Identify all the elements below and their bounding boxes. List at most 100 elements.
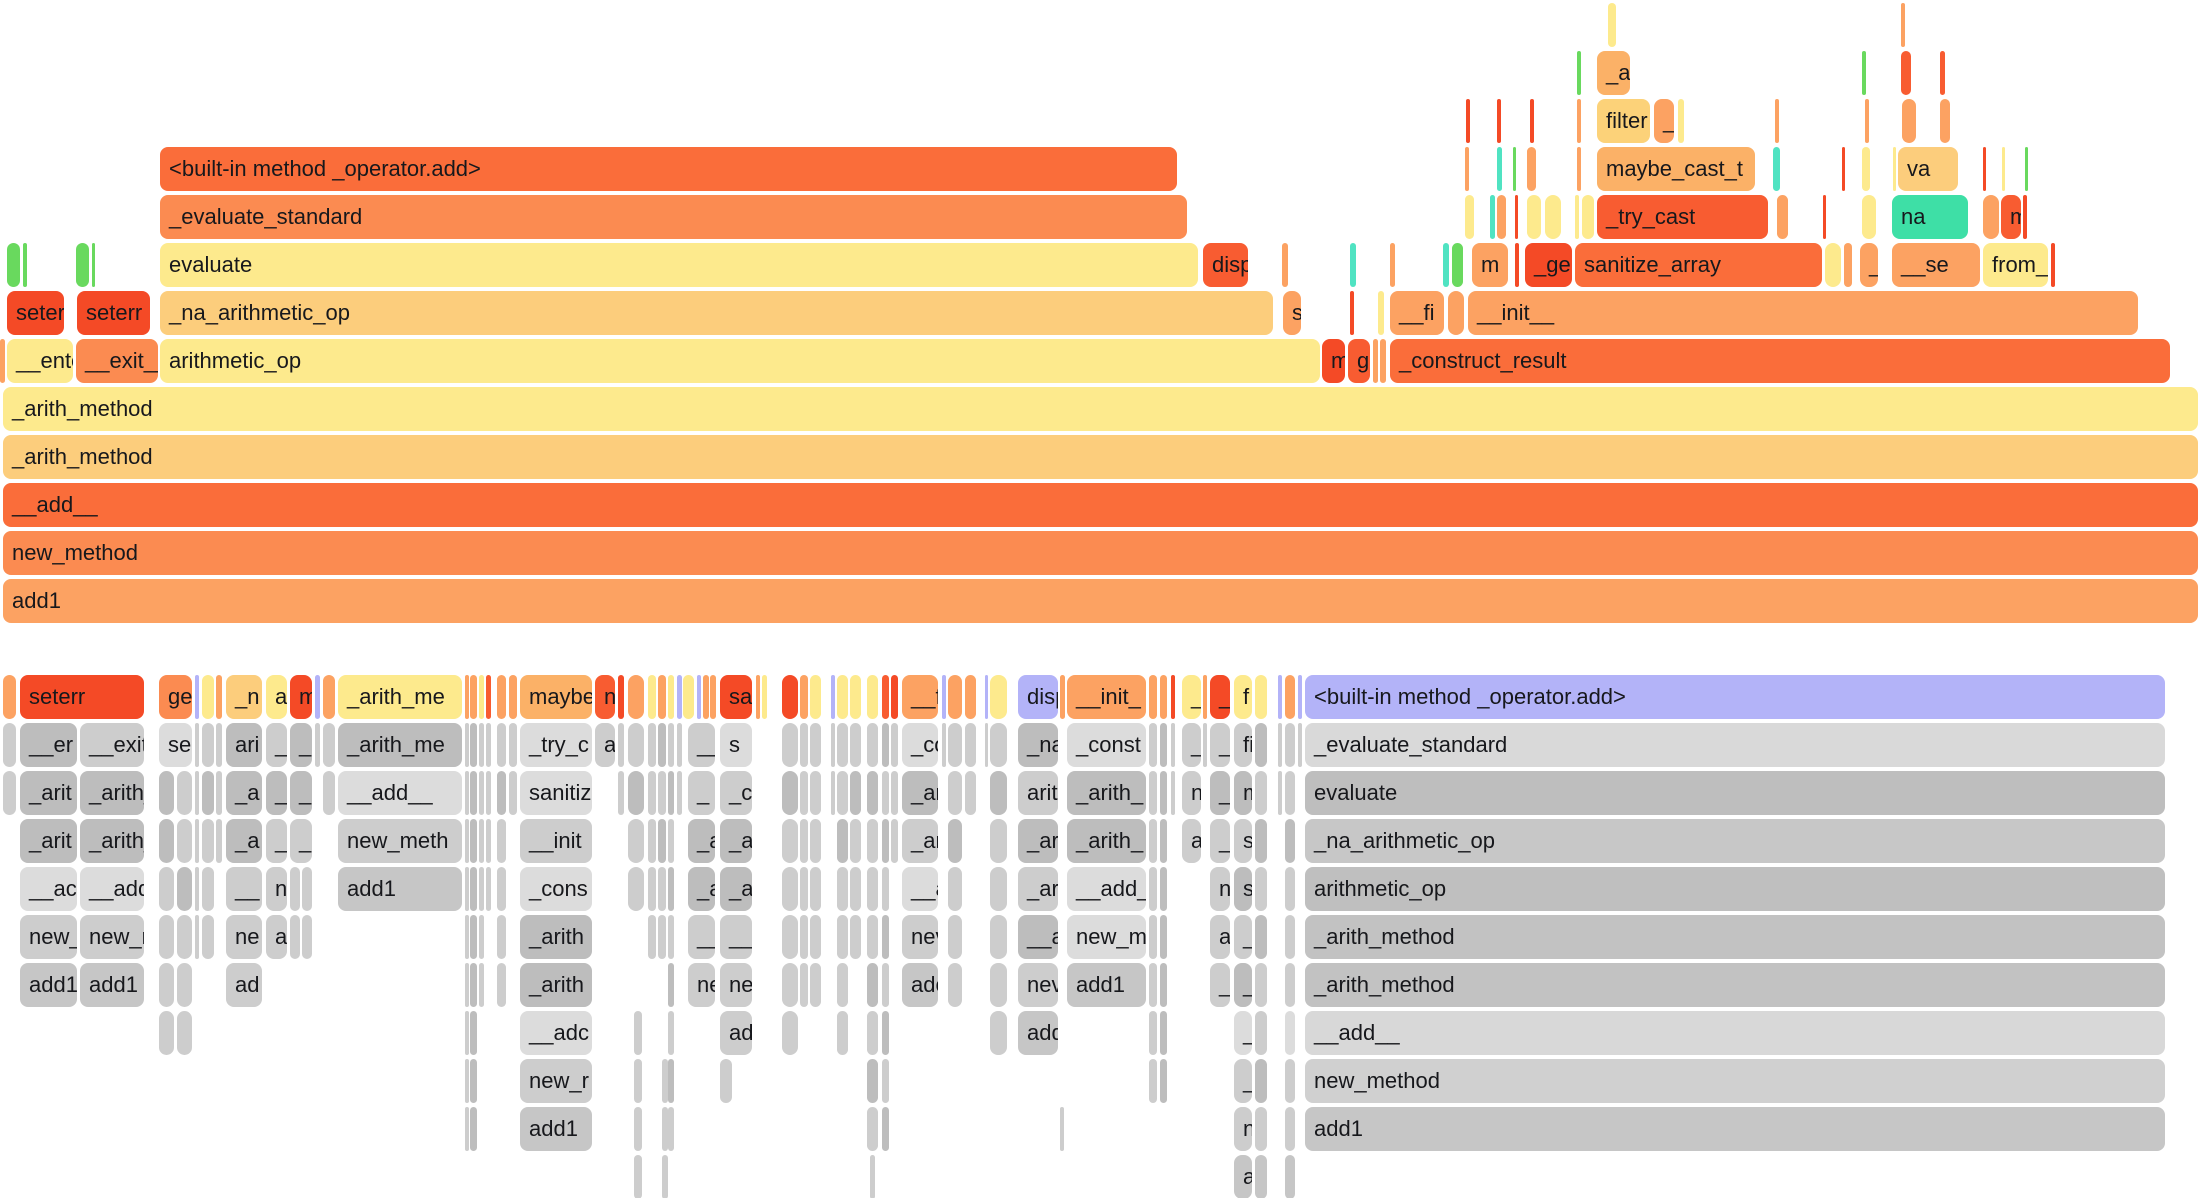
frame-_[interactable] <box>990 867 1007 911</box>
frame-_a[interactable]: _a <box>290 723 312 767</box>
frame-sliver[interactable] <box>677 675 682 719</box>
frame-_arith_me[interactable]: _arith_me <box>338 675 462 719</box>
frame-sliver[interactable] <box>891 771 898 815</box>
frame-r[interactable] <box>837 963 848 1007</box>
frame-__a[interactable]: __a <box>902 867 938 911</box>
frame-sliver[interactable] <box>882 1059 889 1103</box>
frame-sliver[interactable] <box>882 1011 889 1055</box>
frame-r[interactable] <box>1285 1107 1295 1151</box>
frame-_[interactable] <box>990 915 1007 959</box>
frame-sliver[interactable] <box>882 675 889 719</box>
frame-v[interactable] <box>628 675 644 719</box>
frame-sliver[interactable] <box>465 1107 469 1151</box>
frame-sliver[interactable] <box>1160 723 1167 767</box>
frame-sliver[interactable] <box>1160 1011 1167 1055</box>
frame-sliver[interactable] <box>479 723 484 767</box>
frame-sliver[interactable] <box>1678 99 1684 143</box>
frame-_[interactable] <box>1255 1107 1267 1151</box>
frame-sliver[interactable] <box>800 915 808 959</box>
frame-sliver[interactable] <box>1577 51 1581 95</box>
frame-sliver[interactable] <box>800 819 808 863</box>
frame-_[interactable] <box>1255 963 1267 1007</box>
frame-__se[interactable]: __se <box>1892 243 1980 287</box>
frame-sliver[interactable] <box>618 723 624 767</box>
frame-a[interactable]: a <box>1234 1155 1252 1198</box>
frame-sliver[interactable] <box>92 243 95 287</box>
frame-_arith_[interactable]: _arith_ <box>1067 771 1146 815</box>
frame-_arith_[interactable]: _arith_ <box>1067 819 1146 863</box>
frame-_a[interactable]: _a <box>688 819 715 863</box>
frame-sliver[interactable] <box>1515 195 1518 239</box>
frame-sliver[interactable] <box>1465 147 1469 191</box>
frame-ad[interactable]: ad <box>720 1011 752 1055</box>
frame-_[interactable] <box>867 867 878 911</box>
frame-sliver[interactable] <box>216 675 222 719</box>
frame-seterr[interactable]: seterr <box>7 291 64 335</box>
frame-sliver[interactable] <box>2023 195 2027 239</box>
frame-sliver[interactable] <box>668 915 674 959</box>
frame-sliver[interactable] <box>465 1059 469 1103</box>
frame-seterr[interactable]: seterr <box>77 291 150 335</box>
frame-a[interactable] <box>810 771 821 815</box>
frame-g[interactable] <box>76 243 89 287</box>
frame-sliver[interactable] <box>323 723 335 767</box>
frame-sliver[interactable] <box>479 963 484 1007</box>
frame-sliver[interactable] <box>1160 675 1167 719</box>
frame-filter[interactable]: filter <box>1597 99 1650 143</box>
frame-sliver[interactable] <box>810 723 821 767</box>
frame-arithmetic_op[interactable]: arithmetic_op <box>160 339 1320 383</box>
frame-sliver[interactable] <box>867 915 878 959</box>
frame-sliver[interactable] <box>465 915 469 959</box>
frame-sliver[interactable] <box>470 771 477 815</box>
frame-_[interactable] <box>1825 243 1841 287</box>
frame-_evaluate_standard[interactable]: _evaluate_standard <box>160 195 1187 239</box>
frame-sliver[interactable] <box>465 867 469 911</box>
frame-maybe[interactable]: maybe <box>520 675 592 719</box>
frame-ne[interactable]: ne <box>720 963 752 1007</box>
frame-r[interactable] <box>202 867 214 911</box>
frame-sliver[interactable] <box>1171 723 1175 767</box>
frame-sliver[interactable] <box>509 723 517 767</box>
frame-va[interactable]: va <box>1898 147 1958 191</box>
frame-add1[interactable]: add1 <box>338 867 462 911</box>
frame-sliver[interactable] <box>891 819 898 863</box>
frame-sliver[interactable] <box>668 771 674 815</box>
frame-_[interactable]: _ <box>1210 963 1230 1007</box>
frame-sliver[interactable] <box>668 723 674 767</box>
frame-add1[interactable]: add1 <box>1067 963 1146 1007</box>
frame-sliver[interactable] <box>1901 51 1911 95</box>
frame-_[interactable] <box>990 771 1007 815</box>
frame-_[interactable] <box>948 675 962 719</box>
frame-_[interactable] <box>1255 1059 1267 1103</box>
frame-nev[interactable]: nev <box>902 915 938 959</box>
frame-sliver[interactable] <box>658 915 666 959</box>
frame-a[interactable] <box>3 675 16 719</box>
frame-__[interactable]: __ <box>688 915 715 959</box>
frame-sliver[interactable] <box>465 723 469 767</box>
frame-sliver[interactable] <box>1060 1107 1064 1151</box>
frame-sliver[interactable] <box>470 675 477 719</box>
frame-s[interactable]: s <box>1283 291 1301 335</box>
frame-g[interactable]: g <box>1348 339 1370 383</box>
frame-sliver[interactable] <box>648 867 656 911</box>
frame-sa[interactable]: sa <box>720 675 752 719</box>
frame-sliver[interactable] <box>497 819 506 863</box>
frame-sliver[interactable] <box>465 675 469 719</box>
frame-m[interactable]: m <box>2001 195 2021 239</box>
frame-_[interactable] <box>990 723 1007 767</box>
frame-new_r[interactable]: new_r <box>520 1059 592 1103</box>
frame-sliver[interactable] <box>1285 1059 1295 1103</box>
frame-s[interactable]: s <box>1234 819 1252 863</box>
frame-sliver[interactable] <box>3 771 16 815</box>
frame-sliver[interactable] <box>867 1107 878 1151</box>
frame-sliver[interactable] <box>497 771 506 815</box>
frame-g[interactable] <box>7 243 20 287</box>
frame-__add[interactable]: __add <box>80 867 144 911</box>
frame-sliver[interactable] <box>470 963 477 1007</box>
frame-s[interactable] <box>1285 819 1295 863</box>
frame-sliver[interactable] <box>628 723 644 767</box>
frame-sliver[interactable] <box>479 915 484 959</box>
frame-a[interactable] <box>837 1011 848 1055</box>
frame-_ar[interactable]: _ar <box>902 771 938 815</box>
frame-sliver[interactable] <box>668 1059 674 1103</box>
